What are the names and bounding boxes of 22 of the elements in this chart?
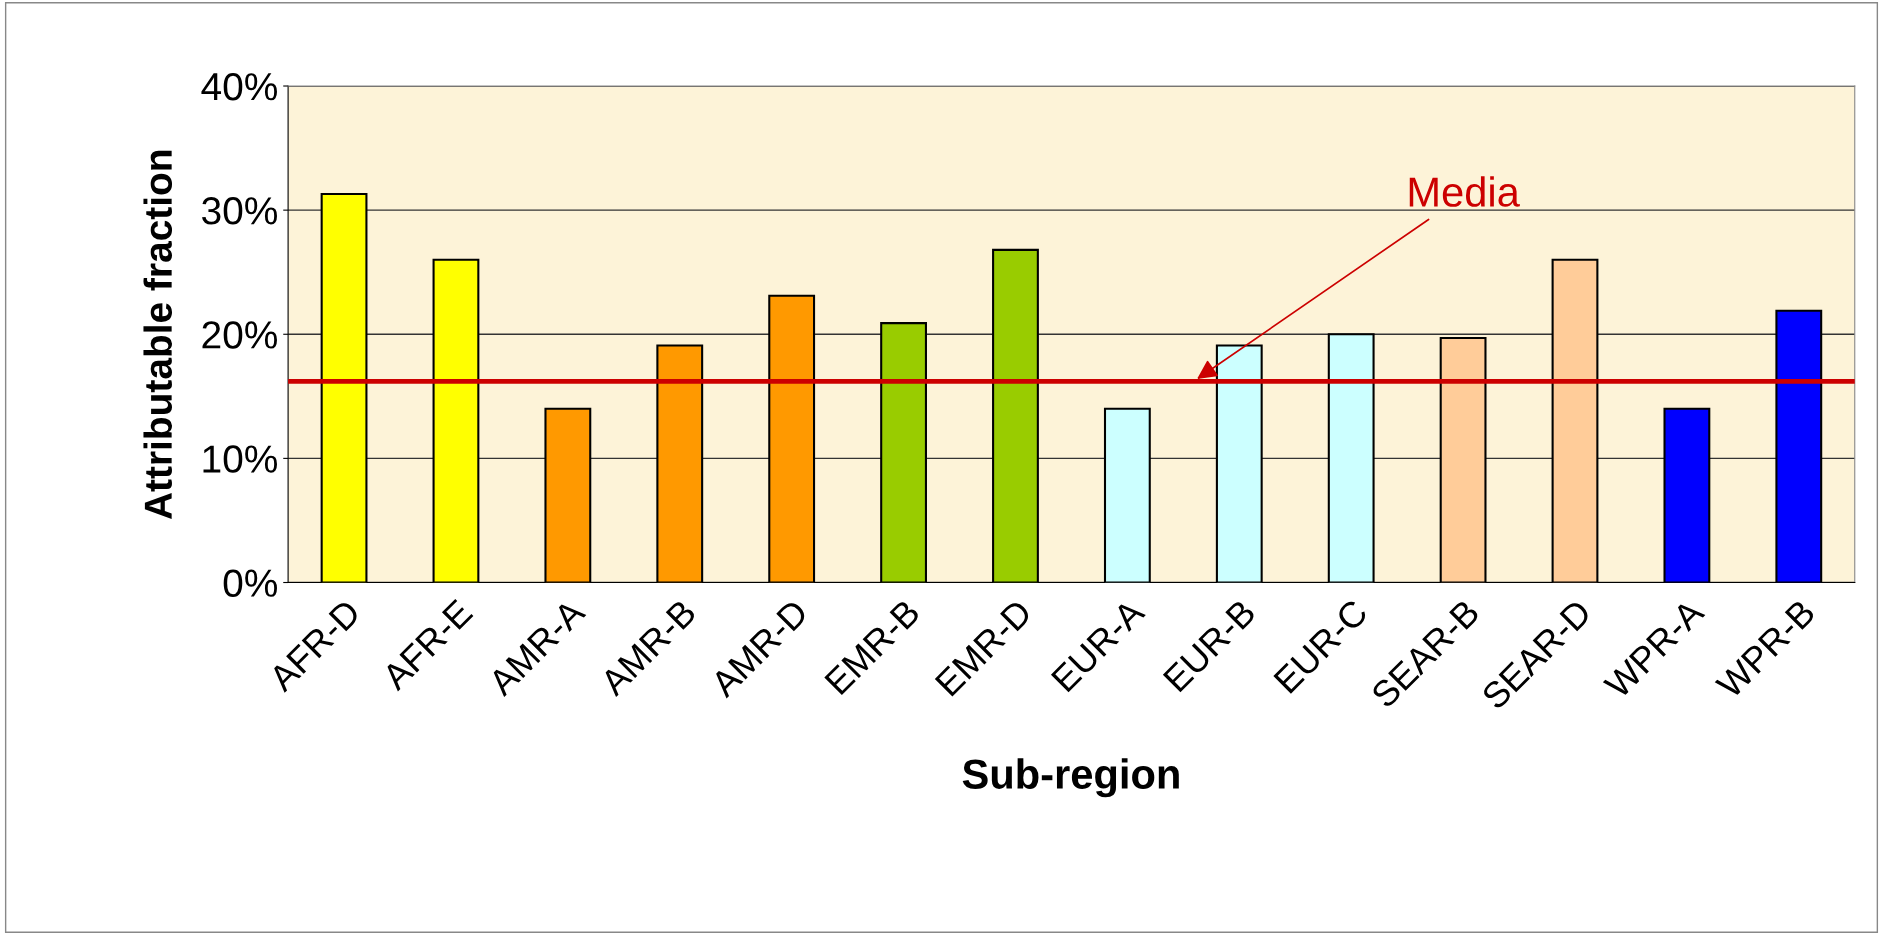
bar (1663, 407, 1711, 583)
bar (1215, 344, 1263, 583)
bar (1775, 309, 1823, 583)
bar (432, 258, 480, 583)
bar (1103, 407, 1151, 583)
y-tick-label: 30% (202, 197, 277, 225)
bar (656, 344, 704, 583)
bar (880, 322, 927, 583)
ref-line-label: Media (1409, 176, 1520, 207)
bar (544, 407, 592, 583)
bar (1327, 333, 1375, 583)
y-tick-label: 40% (201, 72, 277, 101)
bar (992, 248, 1039, 583)
bar (1439, 336, 1487, 583)
bar (1551, 258, 1599, 583)
y-tick-label: 20% (202, 321, 277, 349)
x-axis-title: Sub-region (962, 758, 1179, 798)
y-tick-label: 0% (223, 569, 277, 597)
bar (768, 294, 816, 583)
y-axis-title: Attributable fraction (143, 150, 173, 520)
bar (320, 192, 368, 583)
y-tick-label: 10% (203, 445, 277, 473)
